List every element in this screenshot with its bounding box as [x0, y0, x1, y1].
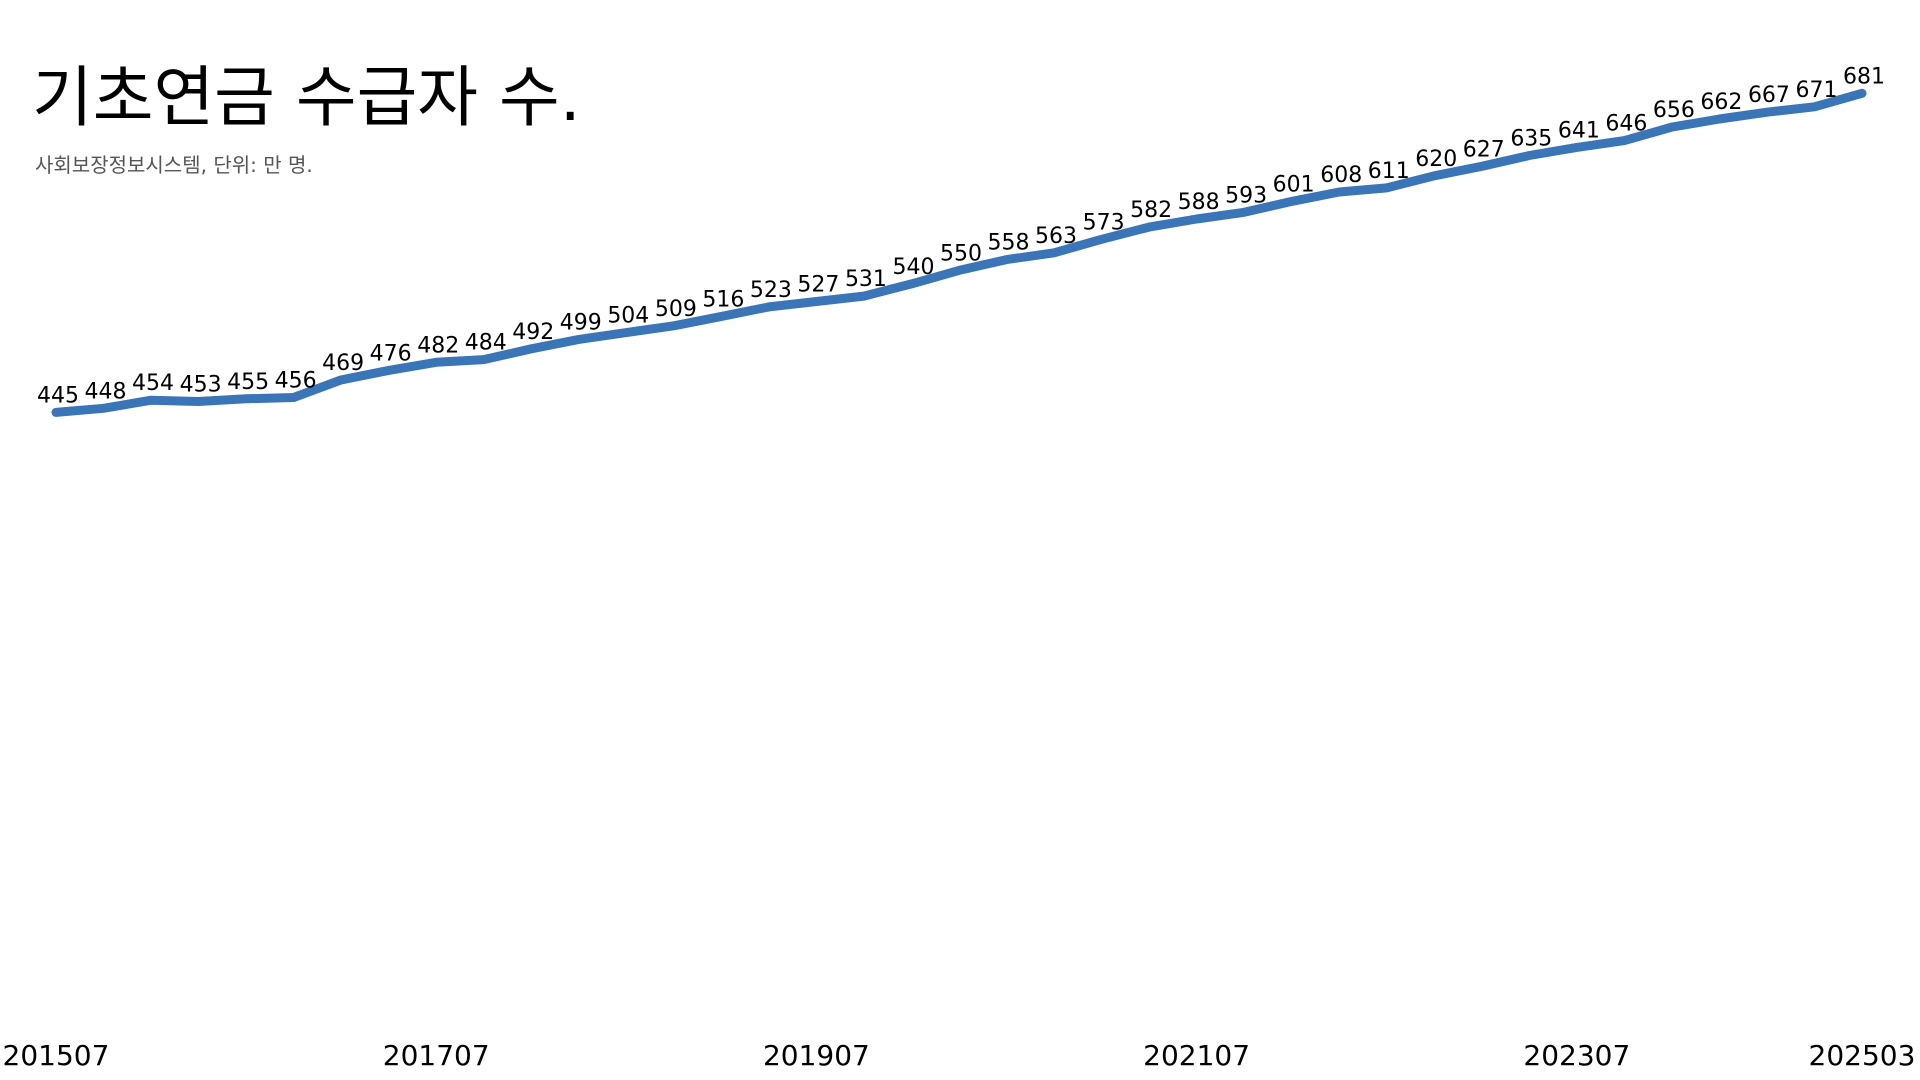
- data-label: 540: [892, 255, 934, 280]
- data-label: 454: [132, 371, 174, 396]
- data-label: 469: [322, 351, 364, 376]
- data-label: 504: [607, 304, 649, 329]
- data-label: 531: [845, 267, 887, 292]
- data-label: 611: [1368, 159, 1410, 184]
- data-label: 671: [1795, 78, 1837, 103]
- data-label: 448: [85, 379, 127, 404]
- data-label: 588: [1178, 190, 1220, 215]
- data-label: 550: [940, 241, 982, 266]
- data-label: 667: [1748, 83, 1790, 108]
- data-label: 456: [275, 368, 317, 393]
- data-label: 516: [702, 287, 744, 312]
- chart-title: 기초연금 수급자 수.: [32, 59, 581, 136]
- data-label: 455: [227, 370, 269, 395]
- data-label: 635: [1510, 126, 1552, 151]
- data-label: 527: [797, 272, 839, 297]
- x-tick-label: 202107: [1143, 1039, 1250, 1072]
- data-label: 523: [750, 278, 792, 303]
- data-label: 499: [560, 310, 602, 335]
- data-label: 573: [1083, 210, 1125, 235]
- data-label: 627: [1463, 137, 1505, 162]
- data-label: 492: [512, 320, 554, 345]
- x-tick-label: 202503: [1809, 1039, 1916, 1072]
- data-label: 641: [1558, 118, 1600, 143]
- x-tick-label: 201907: [763, 1039, 870, 1072]
- x-tick-label: 201507: [3, 1039, 110, 1072]
- x-tick-label: 201707: [383, 1039, 490, 1072]
- data-label: 558: [988, 231, 1030, 256]
- data-label: 662: [1700, 90, 1742, 115]
- data-label: 681: [1843, 64, 1885, 89]
- data-label: 445: [37, 383, 79, 408]
- data-label: 608: [1320, 163, 1362, 188]
- data-label: 509: [655, 297, 697, 322]
- x-tick-label: 202307: [1523, 1039, 1630, 1072]
- data-label: 620: [1415, 147, 1457, 172]
- chart-subtitle: 사회보장정보시스템, 단위: 만 명.: [35, 153, 313, 177]
- data-label: 646: [1605, 112, 1647, 137]
- data-line: [51, 88, 1867, 417]
- data-label: 582: [1130, 198, 1172, 223]
- data-label: 476: [370, 341, 412, 366]
- data-label: 453: [180, 373, 222, 398]
- data-label: 593: [1225, 183, 1267, 208]
- data-label: 656: [1653, 98, 1695, 123]
- data-label: 484: [465, 331, 507, 356]
- data-label: 482: [417, 333, 459, 358]
- data-label: 563: [1035, 224, 1077, 249]
- data-label: 601: [1273, 172, 1315, 197]
